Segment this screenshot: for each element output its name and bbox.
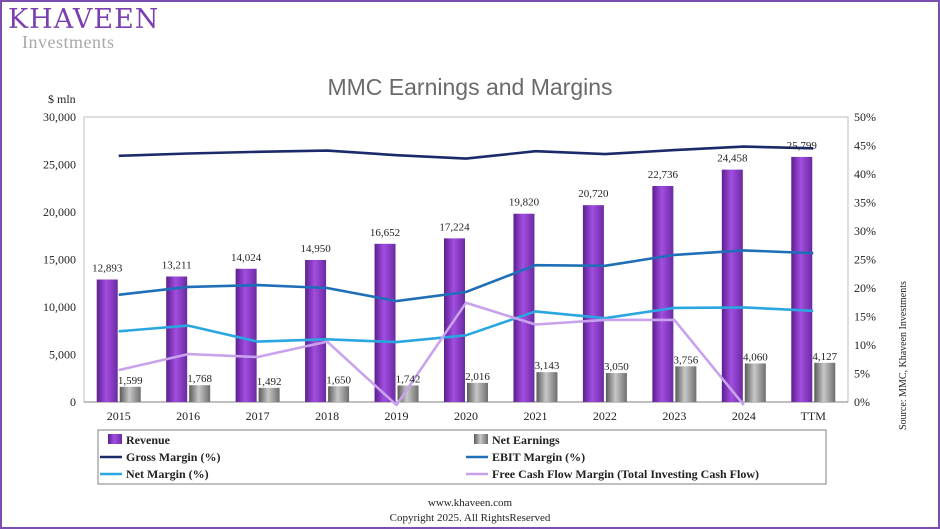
revenue-bar — [652, 186, 674, 402]
legend-net-earnings-swatch — [474, 434, 488, 444]
revenue-value-label: 13,211 — [162, 259, 192, 271]
legend-revenue-label: Revenue — [126, 433, 171, 447]
net-earnings-value-label: 2,016 — [465, 371, 490, 383]
y-axis-label: $ mln — [48, 92, 76, 106]
x-tick-label: 2020 — [454, 409, 478, 423]
net-earnings-value-label: 3,756 — [673, 354, 698, 366]
legend-fcf-margin-label: Free Cash Flow Margin (Total Investing C… — [492, 467, 759, 481]
net-earnings-bar — [605, 373, 627, 402]
x-tick-label: 2024 — [732, 409, 756, 423]
y-tick-label: 15,000 — [43, 253, 76, 267]
y-tick-label: 25,000 — [43, 158, 76, 172]
net-earnings-value-label: 3,050 — [604, 361, 629, 373]
net-earnings-bar — [536, 372, 558, 402]
revenue-bar — [166, 276, 188, 402]
chart-title: MMC Earnings and Margins — [327, 74, 613, 100]
y2-tick-label: 30% — [854, 224, 876, 238]
net-earnings-value-label: 1,742 — [396, 373, 421, 385]
fcf-margin-line — [118, 301, 745, 407]
revenue-value-label: 19,820 — [509, 197, 540, 209]
net-earnings-bar — [675, 366, 697, 402]
revenue-bar — [305, 259, 327, 402]
x-tick-label: 2016 — [176, 409, 200, 423]
x-tick-label: 2021 — [523, 409, 547, 423]
net-earnings-value-label: 4,127 — [812, 351, 837, 363]
y2-tick-label: 40% — [854, 167, 876, 181]
net-earnings-bar — [467, 382, 488, 402]
ebit-margin-line — [118, 249, 814, 303]
legend-net-earnings-label: Net Earnings — [492, 433, 560, 447]
net-earnings-value-label: 1,599 — [118, 375, 143, 387]
gross-margin-line — [118, 145, 814, 160]
revenue-bar — [582, 205, 604, 402]
y2-tick-label: 15% — [854, 310, 876, 324]
revenue-value-label: 22,736 — [648, 169, 679, 181]
y-tick-label: 0 — [70, 395, 76, 409]
x-tick-label: 2018 — [315, 409, 339, 423]
legend-ebit-margin-label: EBIT Margin (%) — [492, 450, 585, 464]
revenue-value-label: 14,950 — [300, 243, 331, 255]
net-earnings-value-label: 1,650 — [326, 374, 351, 386]
y-tick-label: 30,000 — [43, 110, 76, 124]
y2-tick-label: 25% — [854, 253, 876, 267]
brand-subtitle: Investments — [22, 32, 115, 52]
net-margin-line — [118, 306, 814, 344]
y2-tick-label: 10% — [854, 338, 876, 352]
brand-logo: KHAVEEN — [8, 4, 160, 35]
revenue-bar — [374, 243, 396, 402]
net-earnings-value-label: 1,492 — [257, 376, 282, 388]
net-earnings-bar — [328, 386, 350, 402]
y2-tick-label: 50% — [854, 110, 876, 124]
y2-tick-label: 0% — [854, 395, 870, 409]
net-earnings-value-label: 4,060 — [743, 351, 768, 363]
x-tick-label: 2015 — [107, 409, 131, 423]
revenue-bar — [721, 169, 743, 402]
x-tick-label: 2019 — [385, 409, 409, 423]
y2-tick-label: 20% — [854, 281, 876, 295]
net-earnings-bar — [258, 387, 280, 402]
revenue-value-label: 25,799 — [787, 140, 818, 152]
net-earnings-bar — [744, 363, 766, 402]
legend-revenue-swatch — [108, 434, 122, 444]
footer-copyright: Copyright 2025. All RightsReserved — [389, 512, 551, 524]
revenue-value-label: 16,652 — [370, 227, 400, 239]
x-tick-label: 2023 — [662, 409, 686, 423]
revenue-bar — [235, 268, 257, 402]
net-earnings-value-label: 3,143 — [535, 360, 560, 372]
y-tick-label: 5,000 — [49, 348, 76, 362]
legend-gross-margin-label: Gross Margin (%) — [126, 450, 220, 464]
net-earnings-bar — [814, 362, 836, 402]
y2-tick-label: 45% — [854, 139, 876, 153]
footer-url: www.khaveen.com — [427, 497, 513, 509]
revenue-bar — [791, 156, 813, 402]
revenue-bar — [513, 213, 535, 402]
y-tick-label: 10,000 — [43, 300, 76, 314]
revenue-value-label: 12,893 — [92, 263, 123, 275]
net-earnings-value-label: 1,768 — [187, 373, 212, 385]
y-tick-label: 20,000 — [43, 205, 76, 219]
legend-box — [97, 429, 827, 485]
net-earnings-bar — [119, 386, 141, 402]
revenue-bar — [96, 279, 118, 402]
x-tick-label: 2022 — [593, 409, 617, 423]
y2-tick-label: 35% — [854, 196, 876, 210]
x-tick-label: 2017 — [246, 409, 270, 423]
y2-tick-label: 5% — [854, 367, 870, 381]
net-earnings-bar — [189, 385, 211, 402]
revenue-value-label: 14,024 — [231, 252, 262, 264]
x-tick-label: TTM — [801, 409, 827, 423]
revenue-value-label: 17,224 — [439, 221, 470, 233]
legend-net-margin-label: Net Margin (%) — [126, 467, 209, 481]
revenue-value-label: 20,720 — [578, 188, 609, 200]
revenue-value-label: 24,458 — [717, 153, 748, 165]
